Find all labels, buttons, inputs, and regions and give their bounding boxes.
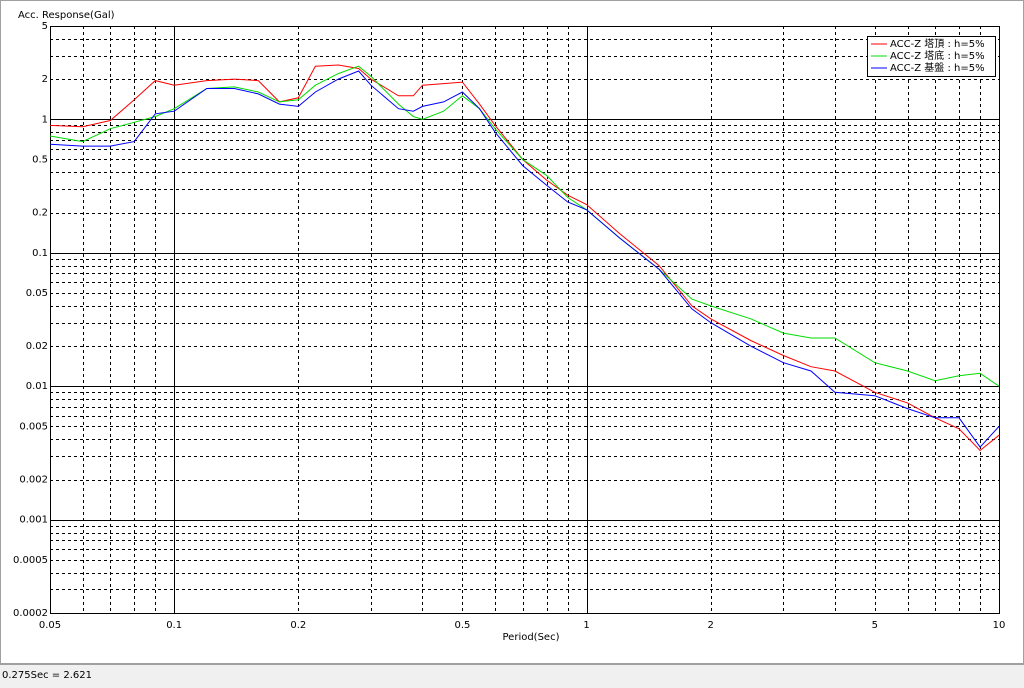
y-tick-label: 0.0005 [13, 555, 48, 566]
series-line [49, 64, 1000, 452]
y-tick-label: 0.2 [32, 208, 48, 219]
y-axis-title: Acc. Response(Gal) [18, 10, 115, 21]
status-bar: 0.275Sec = 2.621 [0, 664, 1024, 688]
legend-label: ACC-Z 塔頂 : h=5% [890, 37, 985, 50]
x-tick-label: 0.1 [166, 620, 182, 631]
y-tick-label: 0.02 [26, 341, 48, 352]
x-tick-label: 0.05 [39, 620, 61, 631]
y-tick-label: 0.001 [19, 515, 48, 526]
y-tick-label: 0.0002 [13, 608, 48, 619]
series-line [49, 70, 1000, 448]
y-tick-label: 0.5 [32, 154, 48, 165]
legend-label: ACC-Z 基盤 : h=5% [890, 61, 985, 74]
y-tick-label: 0.005 [19, 421, 48, 432]
legend-box [867, 36, 996, 77]
y-tick-label: 0.1 [32, 248, 48, 259]
y-tick-label: 0.05 [26, 288, 48, 299]
x-tick-label: 1 [583, 620, 589, 631]
y-tick-label: 2 [42, 74, 48, 85]
x-axis-title: Period(Sec) [503, 632, 560, 643]
y-tick-label: 0.01 [26, 381, 48, 392]
chart: Acc. Response(Gal) Period(Sec) 0.05 0.1 0.… [0, 0, 1024, 664]
series-line [49, 65, 1000, 387]
x-tick-label: 0.5 [454, 620, 470, 631]
plot-border [50, 26, 1000, 614]
x-tick-label: 0.2 [290, 620, 306, 631]
x-tick-label: 5 [872, 620, 878, 631]
legend-label: ACC-Z 塔底 : h=5% [890, 49, 985, 62]
y-tick-label: 5 [42, 21, 48, 32]
y-tick-label: 0.002 [19, 475, 48, 486]
window-frame [0, 0, 1024, 664]
y-tick-label: 1 [42, 114, 48, 125]
x-tick-label: 2 [708, 620, 714, 631]
x-tick-label: 10 [993, 620, 1006, 631]
